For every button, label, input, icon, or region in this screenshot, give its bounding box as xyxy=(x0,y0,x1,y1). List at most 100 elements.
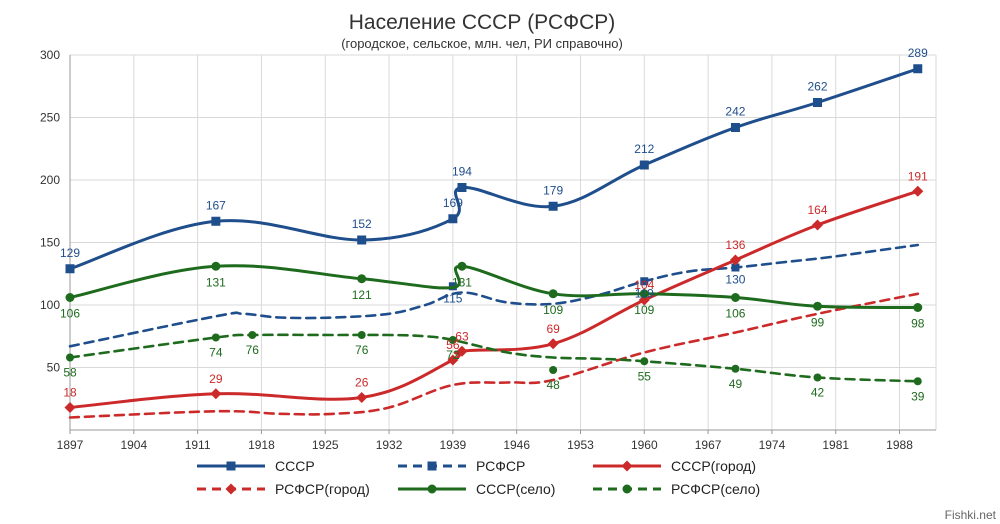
y-tick-label: 300 xyxy=(40,48,60,62)
series-5 xyxy=(66,331,922,386)
marker-circle xyxy=(730,293,740,302)
marker-circle xyxy=(813,373,822,382)
data-label: 58 xyxy=(63,366,77,380)
marker-circle xyxy=(357,331,366,339)
marker-square xyxy=(211,216,221,226)
series-4 xyxy=(65,261,923,312)
marker-square xyxy=(357,235,367,245)
series-line xyxy=(68,67,920,271)
data-label: 212 xyxy=(634,142,654,156)
marker-square xyxy=(812,98,822,107)
legend-item: РСФСР(село) xyxy=(593,481,760,497)
x-tick-label: 1904 xyxy=(120,438,147,452)
series-line xyxy=(68,243,920,348)
x-tick-label: 1974 xyxy=(759,438,786,452)
series-line xyxy=(68,292,920,419)
series-0 xyxy=(65,64,923,274)
axes: 1897 1904 1911 1918 1925 1932 1939 1946 1953 1960… xyxy=(40,48,936,452)
marker-circle xyxy=(640,357,649,366)
data-label: 242 xyxy=(725,105,745,119)
data-label: 109 xyxy=(543,303,563,317)
data-label: 289 xyxy=(908,46,928,60)
marker-diamond xyxy=(210,388,222,400)
marker-circle xyxy=(622,484,632,494)
watermark: Fishki.net xyxy=(944,508,996,522)
marker-circle xyxy=(211,333,220,342)
marker-square xyxy=(731,263,740,272)
data-label: 169 xyxy=(443,196,463,210)
marker-circle xyxy=(913,377,922,386)
data-label: 42 xyxy=(811,386,825,400)
x-tick-label: 1946 xyxy=(503,438,530,452)
marker-circle xyxy=(812,301,822,311)
x-tick-label: 1932 xyxy=(376,438,403,452)
data-label: 106 xyxy=(725,307,745,321)
legend-item: СССР xyxy=(197,458,315,474)
marker-diamond xyxy=(225,483,237,495)
x-tick-label: 1953 xyxy=(567,438,594,452)
x-tick-label: 1981 xyxy=(822,438,849,452)
y-tick-label: 250 xyxy=(40,111,60,125)
data-label: 131 xyxy=(206,275,226,289)
marker-circle xyxy=(549,366,558,374)
data-label: 115 xyxy=(443,291,462,305)
legend-label: РСФСР xyxy=(476,458,525,474)
legend-item: СССР(село) xyxy=(398,481,555,497)
legend-label: СССР xyxy=(275,458,315,474)
y-tick-label: 200 xyxy=(40,173,60,187)
data-label: 55 xyxy=(638,369,652,383)
x-tick-label: 1939 xyxy=(440,438,467,452)
legend-label: СССР(город) xyxy=(671,458,756,474)
marker-square xyxy=(65,264,75,274)
marker-square xyxy=(640,277,649,286)
data-label: 72 xyxy=(446,348,460,362)
x-tick-label: 1967 xyxy=(695,438,722,452)
legend-label: РСФСР(село) xyxy=(671,481,760,497)
marker-circle xyxy=(639,289,649,299)
x-tick-label: 1988 xyxy=(886,438,913,452)
data-label: 39 xyxy=(911,389,925,403)
data-label: 106 xyxy=(60,307,80,321)
marker-circle xyxy=(357,274,367,284)
data-label: 29 xyxy=(209,372,223,386)
data-label: 49 xyxy=(729,377,743,391)
x-tick-label: 1960 xyxy=(631,438,658,452)
marker-square xyxy=(548,201,558,211)
data-label: 69 xyxy=(546,322,560,336)
legend-item: РСФСР(город) xyxy=(197,481,370,497)
data-labels: 129 167 152 169 194 179 212 242 262 289 115 119 130 1… xyxy=(60,46,928,404)
marker-square xyxy=(427,461,437,471)
marker-circle xyxy=(548,289,558,299)
series-layer xyxy=(64,64,924,419)
marker-square xyxy=(226,461,236,471)
data-label: 48 xyxy=(546,378,560,392)
y-tick-label: 50 xyxy=(47,361,61,375)
y-tick-label: 150 xyxy=(40,236,60,250)
marker-diamond xyxy=(456,345,468,357)
data-label: 76 xyxy=(355,343,369,357)
data-label: 98 xyxy=(911,317,925,331)
marker-square xyxy=(913,64,923,74)
data-label: 121 xyxy=(352,288,372,302)
y-tick-label: 100 xyxy=(40,298,60,312)
marker-diamond xyxy=(64,402,76,413)
marker-circle xyxy=(448,336,457,344)
series-line xyxy=(68,189,920,409)
marker-diamond xyxy=(729,254,741,266)
marker-circle xyxy=(731,364,740,373)
data-label: 99 xyxy=(811,315,825,329)
marker-circle xyxy=(427,484,437,494)
data-label: 76 xyxy=(246,343,260,357)
data-label: 26 xyxy=(355,376,369,390)
legend-item: СССР(город) xyxy=(593,458,756,474)
x-tick-label: 1911 xyxy=(185,438,211,452)
data-label: 194 xyxy=(452,165,472,179)
marker-circle xyxy=(65,293,75,302)
legend-label: РСФСР(город) xyxy=(275,481,370,497)
legend: СССР РСФСР СССР(город) РСФСР(город) СССР(сел… xyxy=(197,458,760,497)
data-label: 191 xyxy=(908,169,928,183)
data-label: 18 xyxy=(63,386,77,400)
data-label: 131 xyxy=(452,275,472,289)
marker-square xyxy=(448,214,458,224)
data-label: 179 xyxy=(543,183,563,197)
